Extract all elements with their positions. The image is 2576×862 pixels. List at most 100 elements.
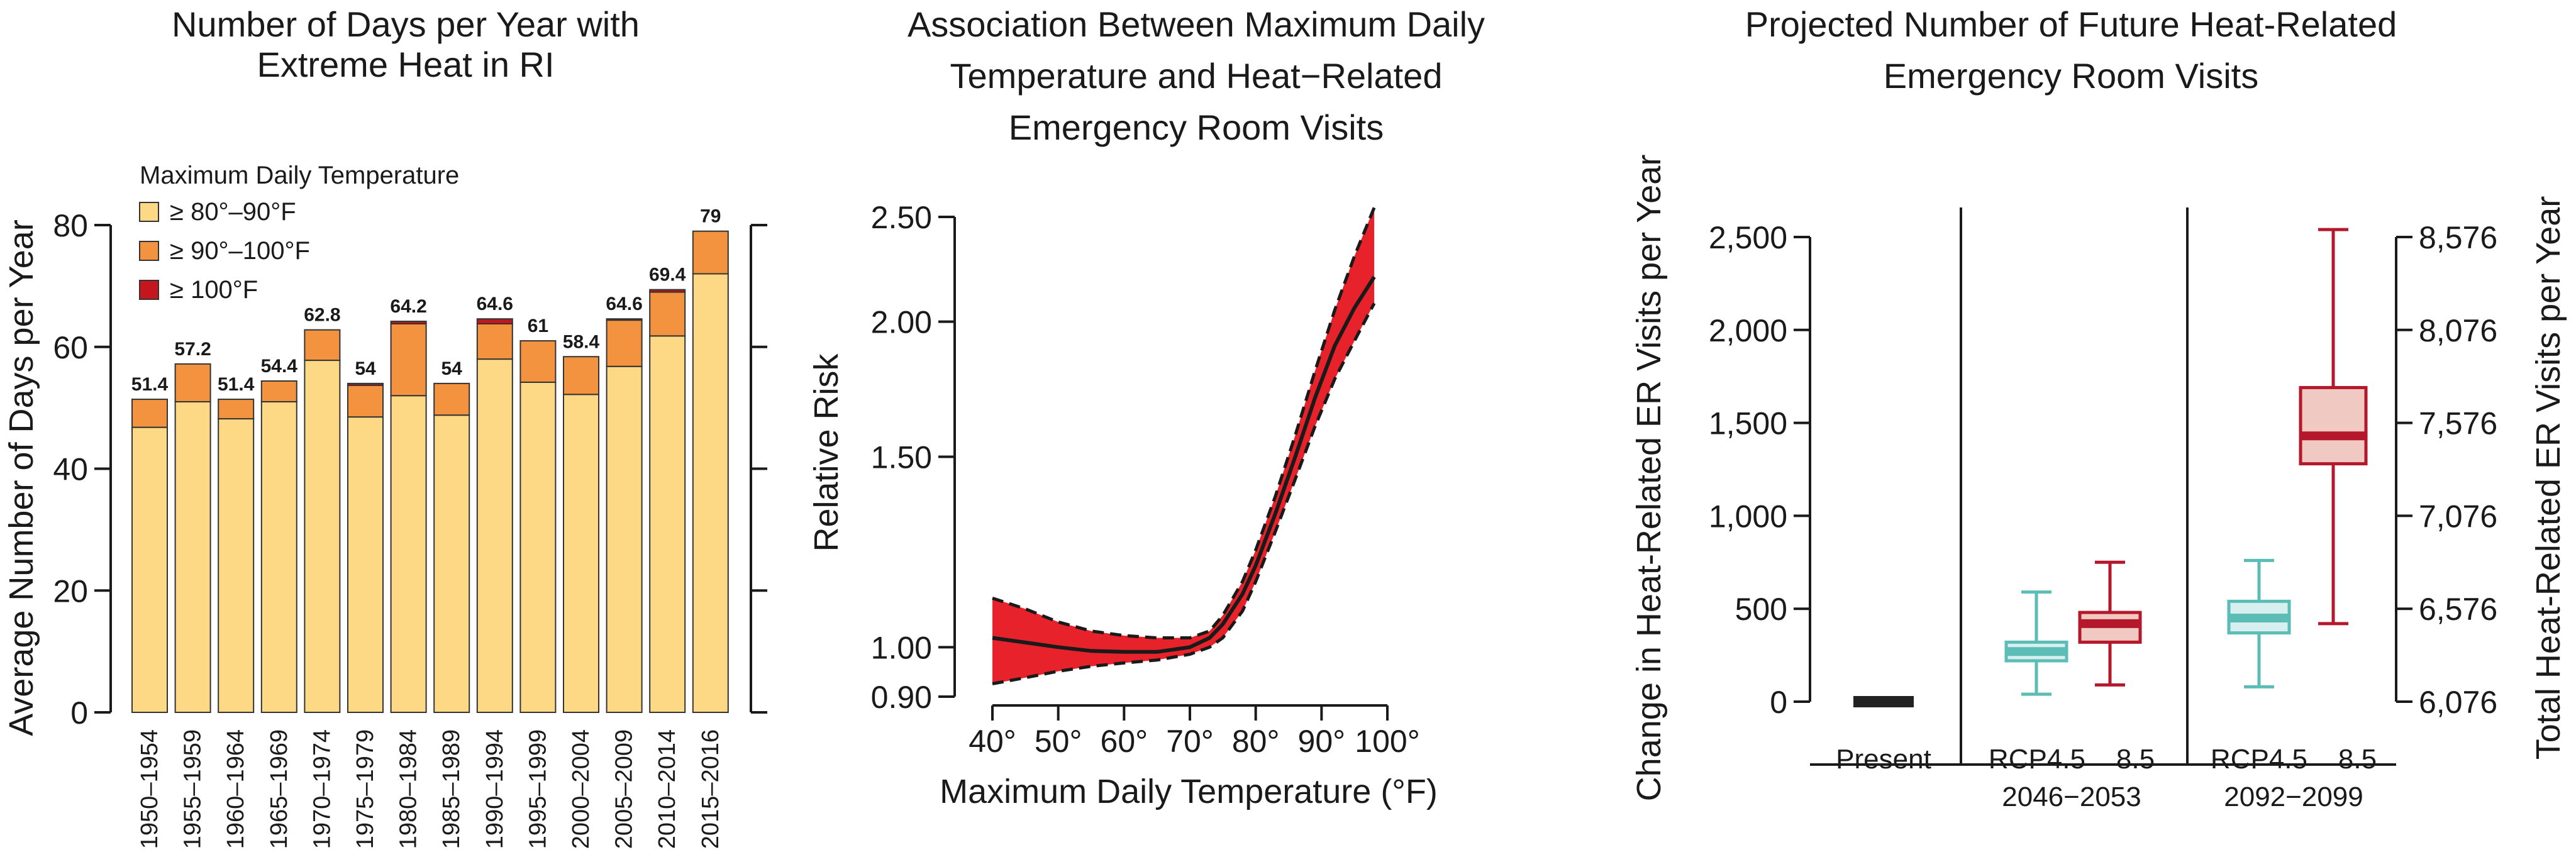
x-tick-label: 1980–1984	[396, 729, 422, 849]
legend-label-90-100: ≥ 90°–100°F	[170, 237, 310, 265]
panel2-x-tick-label: 40°	[969, 724, 1016, 759]
x-tick-label: 1970–1974	[309, 729, 335, 849]
x-tick-label: 2015–2016	[697, 729, 724, 849]
bar-total-label: 62.8	[304, 305, 340, 326]
bar-segment-80-90	[563, 394, 599, 713]
panel2-x-tick-label: 80°	[1232, 724, 1280, 759]
x-tick-label: 1950–1954	[136, 729, 163, 849]
bar-total-label: 64.6	[477, 294, 513, 314]
group-label-2092-line2: 2092−2099	[2224, 782, 2363, 812]
box-iqr	[2299, 385, 2368, 466]
panel3-left-tick-label: 1,000	[1709, 499, 1787, 534]
bar-total-label: 79	[700, 206, 721, 227]
x-tick-label: 1955–1959	[180, 729, 206, 849]
panel3-title-line1: Projected Number of Future Heat-Related	[1745, 4, 2397, 44]
panel-extreme-heat-days: Number of Days per Year with Extreme Hea…	[3, 4, 767, 849]
bar-total-label: 54	[441, 358, 463, 379]
panel1-y-tick-label: 20	[53, 573, 88, 609]
bar-segment-100	[476, 318, 513, 324]
bar-segment-80-90	[476, 358, 513, 713]
x-tick-label: 1985–1989	[438, 729, 465, 849]
panel1-y-tick-label: 60	[53, 330, 88, 365]
group-label-present: Present	[1836, 744, 1931, 775]
panel3-left-tick-label: 500	[1735, 592, 1787, 627]
panel2-title-line2: Temperature and Heat−Related	[950, 56, 1443, 96]
panel3-y-axis-label-left: Change in Heat-Related ER Visits per Yea…	[1630, 155, 1668, 802]
panel3-left-ticks: 0 500 1,000 1,500 2,000 2,500	[1709, 220, 1810, 720]
panel1-y-tick-label: 40	[53, 452, 88, 487]
bar-segment-80-90	[174, 401, 211, 713]
relative-risk-lower-bound	[992, 302, 1376, 685]
panel3-left-tick-label: 0	[1770, 685, 1787, 720]
panel3-right-tick-label: 7,576	[2419, 406, 2497, 441]
panel1-legend: Maximum Daily Temperature ≥ 80°–90°F ≥ 9…	[139, 162, 459, 304]
bar-segment-90-100	[304, 329, 341, 362]
bar-segment-90-100	[692, 230, 729, 275]
panel1-y-axis-label: Average Number of Days per Year	[3, 219, 40, 736]
panel3-boxplots	[1853, 228, 2368, 707]
panel2-x-ticks: 40° 50° 60° 70° 80° 90° 100°	[969, 705, 1420, 759]
panel3-y-axis-label-right: Total Heat-Related ER Visits per Year	[2529, 196, 2567, 760]
panel2-y-tick-label: 1.50	[871, 440, 932, 475]
relative-risk-curve	[992, 275, 1376, 654]
panel1-bars	[131, 230, 729, 713]
bar-segment-80-90	[606, 365, 643, 713]
bar-total-label: 57.2	[174, 339, 211, 360]
x-tick-label: 2010–2014	[654, 729, 680, 849]
panel2-title-line3: Emergency Room Visits	[1009, 108, 1384, 147]
x-tick-label: 1990–1994	[482, 729, 508, 849]
x-tick-label: 1960–1964	[223, 729, 249, 849]
panel3-right-tick-label: 6,076	[2419, 685, 2497, 720]
x-tick-label: 2005–2009	[611, 729, 638, 849]
legend-swatch-90-100	[139, 241, 159, 261]
bar-segment-80-90	[347, 416, 384, 713]
panel1-y-tick-label: 80	[53, 208, 88, 243]
panel2-y-tick-label: 1.00	[871, 630, 932, 665]
panel1-y-tick-label: 0	[70, 695, 88, 731]
present-marker	[1853, 696, 1914, 707]
group-label-2092-line1: RCP4.5 8.5	[2211, 744, 2377, 775]
bar-segment-80-90	[390, 395, 427, 713]
panel1-x-tick-labels: 1950–1954 1955–1959 1960–1964 1965–1969 1970…	[136, 729, 724, 849]
bar-segment-90-100	[260, 380, 297, 402]
x-tick-label: 1995–1999	[525, 729, 551, 849]
panel2-x-tick-label: 50°	[1035, 724, 1082, 759]
bar-segment-90-100	[433, 382, 470, 416]
bar-total-label: 69.4	[649, 265, 686, 285]
bar-total-label: 54	[355, 358, 376, 379]
panel3-left-tick-label: 2,000	[1709, 313, 1787, 348]
panel3-right-tick-label: 6,576	[2419, 592, 2497, 627]
panel-relative-risk: Association Between Maximum Daily Temper…	[808, 4, 1485, 810]
legend-label-80-90: ≥ 80°–90°F	[170, 198, 296, 226]
bar-segment-90-100	[649, 291, 686, 337]
bar-segment-80-90	[304, 360, 341, 713]
bar-segment-90-100	[218, 399, 255, 420]
bar-segment-100	[347, 382, 384, 386]
panel1-bar-total-labels: 51.457.251.454.462.85464.25464.66158.464…	[131, 206, 721, 395]
bar-segment-80-90	[519, 381, 557, 713]
bar-total-label: 58.4	[563, 331, 600, 352]
panel2-y-tick-label: 2.00	[871, 305, 932, 340]
bar-segment-90-100	[174, 363, 211, 402]
bar-total-label: 61	[528, 316, 548, 336]
bar-segment-80-90	[218, 418, 255, 713]
panel3-right-tick-label: 7,076	[2419, 499, 2497, 534]
bar-segment-90-100	[347, 384, 384, 418]
bar-total-label: 51.4	[131, 374, 169, 395]
group-label-2046-line1: RCP4.5 8.5	[1989, 744, 2155, 775]
bar-total-label: 51.4	[218, 374, 255, 395]
panel2-x-tick-label: 60°	[1101, 724, 1148, 759]
bar-total-label: 54.4	[261, 356, 298, 377]
bar-segment-90-100	[606, 319, 643, 367]
bar-segment-90-100	[519, 340, 557, 383]
panel3-left-tick-label: 1,500	[1709, 406, 1787, 441]
bar-segment-90-100	[131, 399, 168, 428]
bar-segment-100	[649, 289, 686, 293]
panel2-x-tick-label: 100°	[1355, 724, 1419, 759]
bar-segment-80-90	[260, 401, 297, 713]
panel2-y-axis-label: Relative Risk	[808, 353, 845, 551]
relative-risk-confidence-band	[992, 207, 1375, 684]
panel1-title-line2: Extreme Heat in RI	[257, 45, 554, 84]
group-label-2046-line2: 2046−2053	[2002, 782, 2141, 812]
bar-segment-80-90	[433, 414, 470, 713]
